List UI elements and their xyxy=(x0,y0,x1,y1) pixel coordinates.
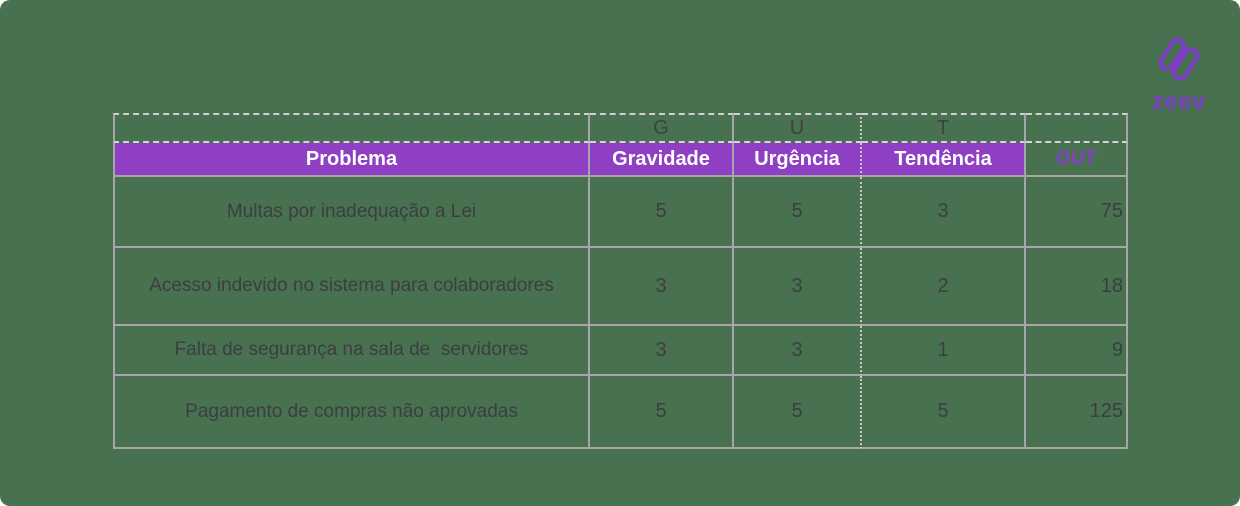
table-row: Pagamento de compras não aprovadas 5 5 5… xyxy=(113,376,1128,449)
gravidade-cell: 5 xyxy=(590,177,734,248)
empty-cell xyxy=(1026,113,1128,143)
header-tendencia: Tendência xyxy=(862,143,1026,177)
header-urgencia: Urgência xyxy=(734,143,862,177)
zeev-logo-icon xyxy=(1156,34,1202,89)
gut-matrix: G U T Problema Gravidade Urgência Tendên… xyxy=(113,113,1128,449)
column-header-row: Problema Gravidade Urgência Tendência GU… xyxy=(113,143,1128,177)
gut-table: G U T Problema Gravidade Urgência Tendên… xyxy=(113,113,1128,449)
letter-u-cell: U xyxy=(734,113,862,143)
letter-g-cell: G xyxy=(590,113,734,143)
empty-cell xyxy=(113,113,590,143)
gravidade-cell: 3 xyxy=(590,248,734,326)
gravidade-cell: 3 xyxy=(590,326,734,376)
problema-cell: Acesso indevido no sistema para colabora… xyxy=(113,248,590,326)
problema-cell: Falta de segurança na sala de servidores xyxy=(113,326,590,376)
table-row: Acesso indevido no sistema para colabora… xyxy=(113,248,1128,326)
urgencia-cell: 3 xyxy=(734,326,862,376)
gut-score-cell: 9 xyxy=(1026,326,1128,376)
header-problema: Problema xyxy=(113,143,590,177)
tendencia-cell: 2 xyxy=(862,248,1026,326)
tendencia-cell: 1 xyxy=(862,326,1026,376)
table-row: Multas por inadequação a Lei 5 5 3 75 xyxy=(113,177,1128,248)
zeev-logo-wordmark: zeev xyxy=(1151,88,1207,115)
urgencia-cell: 3 xyxy=(734,248,862,326)
gut-score-cell: 18 xyxy=(1026,248,1128,326)
letter-t-cell: T xyxy=(862,113,1026,143)
problema-cell: Pagamento de compras não aprovadas xyxy=(113,376,590,449)
letters-header-row: G U T xyxy=(113,113,1128,143)
gut-score-cell: 125 xyxy=(1026,376,1128,449)
tendencia-cell: 3 xyxy=(862,177,1026,248)
urgencia-cell: 5 xyxy=(734,376,862,449)
gravidade-cell: 5 xyxy=(590,376,734,449)
problema-cell: Multas por inadequação a Lei xyxy=(113,177,590,248)
urgencia-cell: 5 xyxy=(734,177,862,248)
header-gravidade: Gravidade xyxy=(590,143,734,177)
header-gut: GUT xyxy=(1026,143,1128,177)
zeev-logo: zeev xyxy=(1148,34,1210,114)
tendencia-cell: 5 xyxy=(862,376,1026,449)
table-row: Falta de segurança na sala de servidores… xyxy=(113,326,1128,376)
gut-score-cell: 75 xyxy=(1026,177,1128,248)
